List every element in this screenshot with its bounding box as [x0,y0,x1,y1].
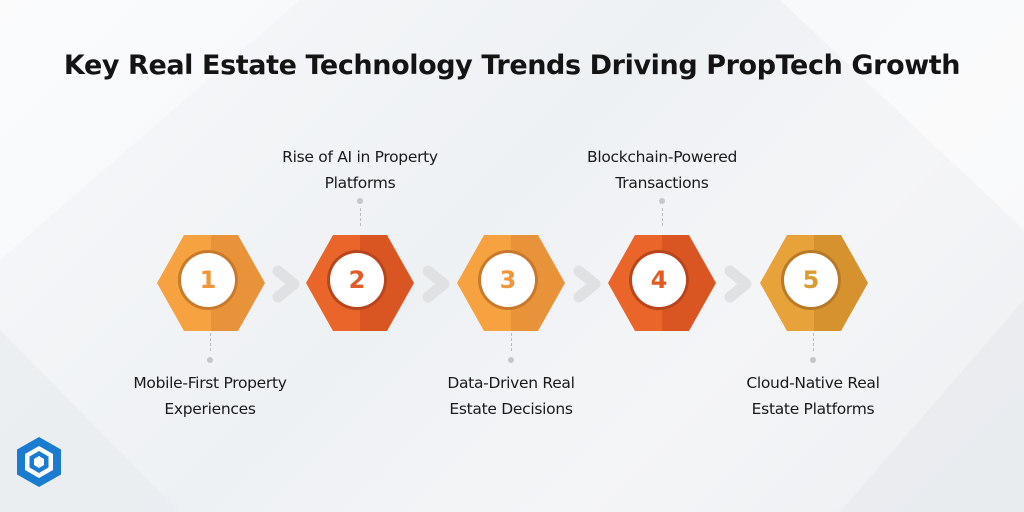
step-2-label-line2: Platforms [324,174,396,192]
connector-dot [508,357,514,363]
step-4-hexagon: 4 [608,235,716,331]
step-2-label-line1: Rise of AI in Property [282,148,438,166]
chevron-right-icon [422,265,450,303]
step-4-label-line1: Blockchain-Powered [587,148,737,166]
chevron-right-icon [724,265,752,303]
step-3-label-line2: Estate Decisions [449,400,573,418]
step-2-label: Rise of AI in Property Platforms [250,144,470,196]
step-5-label-line1: Cloud-Native Real [746,374,880,392]
chevron-right-icon [272,265,300,303]
step-3-label: Data-Driven Real Estate Decisions [401,370,621,422]
connector-line [662,208,663,226]
step-4-label-line2: Transactions [615,174,709,192]
step-2-hexagon: 2 [306,235,414,331]
connector-dot [207,357,213,363]
chevron-right-icon [573,265,601,303]
step-4-number: 4 [632,253,686,307]
hexagon-logo-icon [17,437,61,487]
connector-line [813,333,814,351]
page-title: Key Real Estate Technology Trends Drivin… [63,50,961,81]
step-5-hexagon: 5 [760,235,868,331]
step-2-number: 2 [330,253,384,307]
step-3-label-line1: Data-Driven Real [447,374,575,392]
step-1-label-line2: Experiences [164,400,256,418]
step-3-number: 3 [481,253,535,307]
step-5-label-line2: Estate Platforms [751,400,875,418]
step-1-hexagon: 1 [157,235,265,331]
step-5-number: 5 [784,253,838,307]
connector-dot [357,198,363,204]
step-5-label: Cloud-Native Real Estate Platforms [703,370,923,422]
step-1-label: Mobile-First Property Experiences [100,370,320,422]
step-4-label: Blockchain-Powered Transactions [552,144,772,196]
step-1-number: 1 [181,253,235,307]
connector-line [210,333,211,351]
connector-line [360,208,361,226]
connector-line [511,333,512,351]
connector-dot [659,198,665,204]
connector-dot [810,357,816,363]
step-1-label-line1: Mobile-First Property [133,374,287,392]
step-3-hexagon: 3 [457,235,565,331]
